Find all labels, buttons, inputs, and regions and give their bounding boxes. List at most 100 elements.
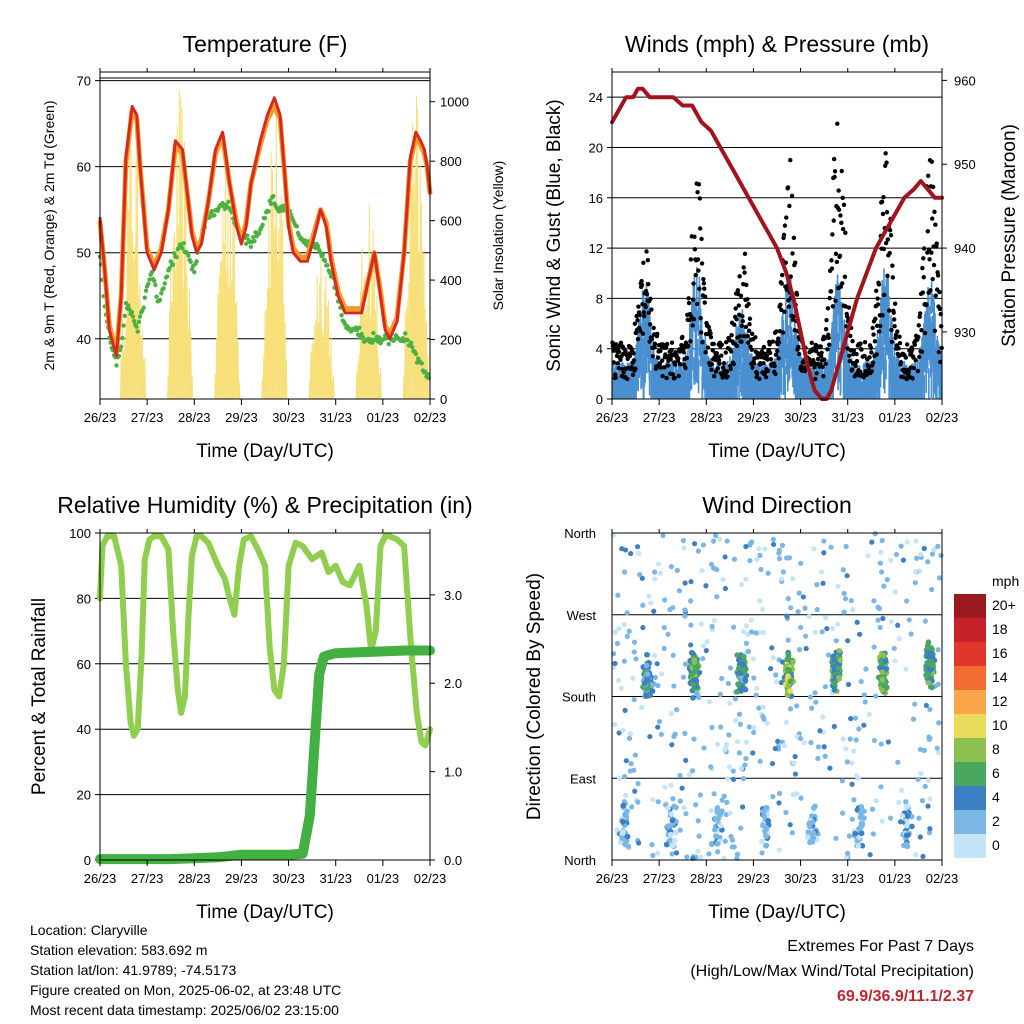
y-right-axis-label: Station Pressure (Maroon) <box>999 124 1020 347</box>
dewpoint-point <box>180 246 185 251</box>
dewpoint-point <box>131 318 137 324</box>
direction-point <box>835 621 841 627</box>
direction-point <box>677 798 683 804</box>
direction-point <box>917 746 923 753</box>
gust-point <box>794 292 800 297</box>
dewpoint-point <box>136 319 142 325</box>
solar-spike <box>138 283 141 400</box>
direction-point <box>876 605 883 612</box>
direction-point <box>739 581 745 588</box>
gust-point <box>828 289 834 294</box>
direction-point <box>822 753 828 759</box>
direction-point <box>626 735 633 741</box>
direction-point <box>729 837 736 843</box>
direction-point <box>622 569 628 575</box>
solar-spike <box>420 202 423 400</box>
direction-point <box>830 626 836 632</box>
gust-point <box>838 213 843 218</box>
dewpoint-point <box>149 269 155 275</box>
direction-point <box>644 651 650 658</box>
dewpoint-point <box>161 286 166 291</box>
station-elevation: Station elevation: 583.692 m <box>30 942 208 958</box>
y-tick-label: 60 <box>77 160 91 175</box>
gust-point <box>695 189 700 195</box>
gust-point <box>716 358 722 363</box>
direction-point <box>616 730 622 736</box>
gust-point <box>664 375 669 381</box>
gust-point <box>778 302 783 307</box>
direction-point <box>929 551 936 557</box>
gust-point <box>933 293 939 298</box>
gust-point <box>869 369 874 374</box>
direction-point <box>714 841 721 847</box>
direction-point <box>849 781 855 787</box>
y-tick-label: 50 <box>77 246 91 261</box>
gust-point <box>750 365 755 370</box>
direction-point <box>693 690 700 697</box>
direction-point <box>873 693 879 699</box>
direction-point <box>753 692 759 698</box>
solar-spike <box>281 219 284 400</box>
direction-point <box>631 649 637 655</box>
direction-point <box>743 543 749 550</box>
dewpoint-point <box>413 351 419 357</box>
speed-colorbar: mph 20+ 18 16 14 12 10 8 6 4 2 0 <box>954 573 1019 858</box>
direction-point <box>853 773 860 779</box>
x-tick-label: 31/23 <box>831 410 864 425</box>
colorbar-swatch <box>954 834 986 858</box>
direction-point <box>798 795 804 801</box>
direction-point <box>776 800 782 806</box>
direction-point <box>714 594 720 600</box>
dewpoint-point <box>135 329 140 334</box>
gust-point <box>936 349 942 355</box>
direction-point <box>658 731 664 737</box>
gust-point <box>711 341 716 347</box>
direction-point <box>668 710 674 717</box>
gust-point <box>702 286 707 291</box>
gust-point <box>887 308 892 313</box>
gust-point <box>627 353 633 359</box>
direction-point <box>909 823 915 830</box>
direction-point <box>623 792 629 799</box>
direction-point <box>822 684 829 690</box>
x-axis-label: Time (Day/UTC) <box>708 902 846 923</box>
gust-point <box>684 355 690 361</box>
gust-point <box>833 251 839 257</box>
direction-point <box>892 589 898 595</box>
gust-point <box>721 361 727 366</box>
direction-point <box>878 741 884 747</box>
dewpoint-point <box>425 371 430 377</box>
direction-point <box>850 607 856 613</box>
gust-point <box>893 332 899 338</box>
y-axis-label: Sonic Wind & Gust (Blue, Black) <box>544 99 565 371</box>
direction-point <box>684 854 690 860</box>
gust-point <box>895 329 900 334</box>
gust-point <box>840 195 845 200</box>
y-tick-label: East <box>570 771 596 786</box>
gust-point <box>848 348 853 353</box>
dewpoint-point <box>143 288 149 293</box>
direction-point <box>923 702 929 709</box>
direction-point <box>826 652 832 658</box>
dewpoint-point <box>339 313 344 318</box>
direction-point <box>859 822 865 829</box>
x-tick-label: 31/23 <box>319 410 352 425</box>
gust-point <box>883 240 889 246</box>
direction-point <box>734 851 741 857</box>
direction-point <box>873 798 880 804</box>
gust-point <box>737 334 743 339</box>
solar-spike <box>122 350 125 400</box>
direction-point <box>669 817 676 824</box>
y-tick-label: 0 <box>84 853 91 868</box>
direction-point <box>757 758 763 764</box>
extremes-title: Extremes For Past 7 Days <box>787 938 974 955</box>
direction-point <box>696 833 702 839</box>
gust-point <box>883 151 888 156</box>
direction-point <box>879 676 886 683</box>
gust-point <box>676 373 681 379</box>
gust-point <box>935 273 941 278</box>
gust-point <box>717 361 722 366</box>
gust-point <box>919 349 925 355</box>
gust-point <box>787 203 792 209</box>
colorbar-label: 20+ <box>992 597 1016 613</box>
